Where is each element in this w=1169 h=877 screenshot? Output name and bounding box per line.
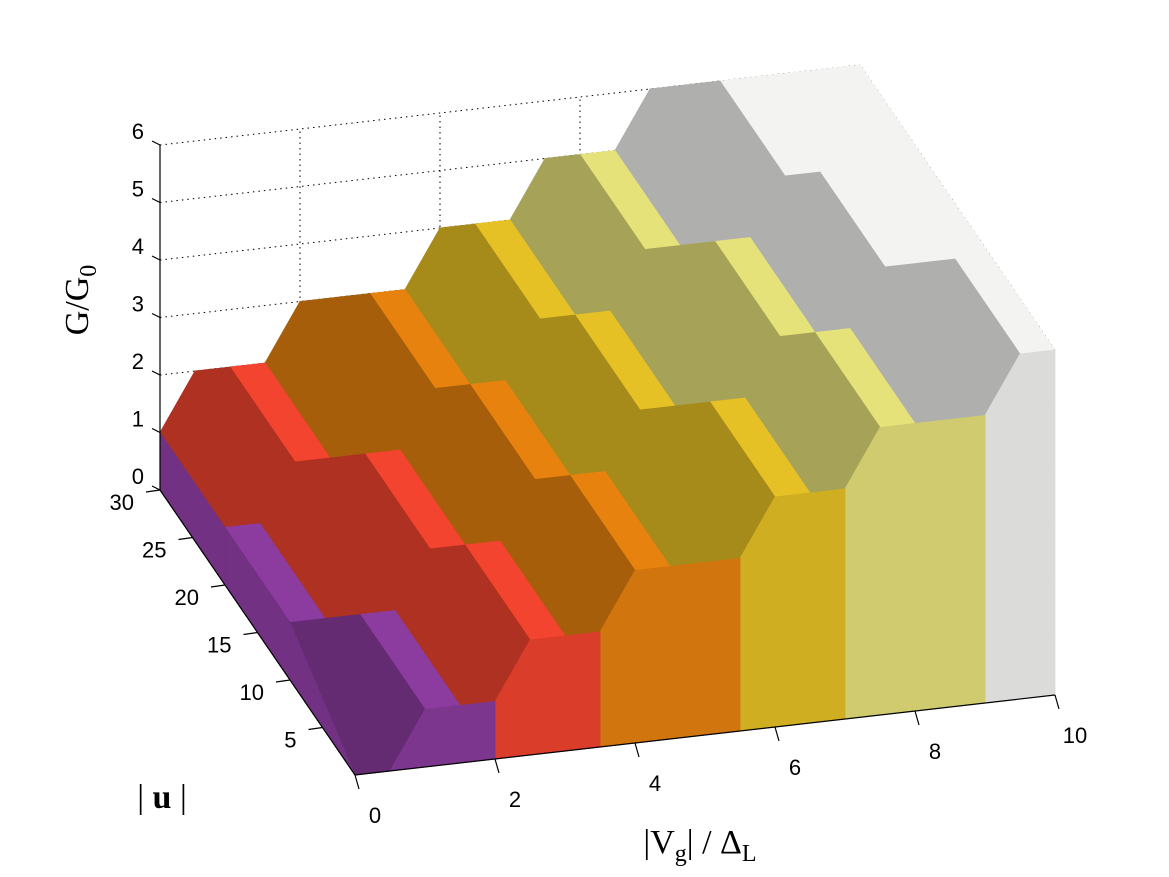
- x-tick-label: 2: [509, 787, 521, 812]
- x-tick: [494, 758, 500, 774]
- front-wall: [669, 562, 706, 740]
- front-wall: [634, 566, 671, 744]
- x-tick-label: 10: [1063, 723, 1087, 748]
- x-label-sub: L: [742, 841, 757, 867]
- z-tick: [151, 485, 161, 491]
- x-axis-label: |Vg| / ΔL: [643, 824, 756, 867]
- x-tick-label: 8: [929, 739, 941, 764]
- y-label-part: |: [137, 779, 152, 816]
- z-tick-label: 5: [132, 176, 144, 201]
- z-tick-label: 1: [132, 406, 144, 431]
- front-wall: [809, 488, 846, 724]
- front-wall: [704, 558, 741, 736]
- x-tick: [774, 726, 780, 742]
- x-label-sub: g: [675, 841, 687, 867]
- y-label-part: |: [171, 779, 186, 816]
- x-label-part: |V: [643, 824, 675, 861]
- grid-line: [159, 122, 861, 203]
- z-tick-label: 3: [132, 291, 144, 316]
- x-axis: [354, 694, 1056, 776]
- y-tick: [178, 536, 193, 541]
- y-tick: [145, 489, 161, 493]
- x-tick-label: 0: [369, 803, 381, 828]
- surface: [159, 64, 1056, 776]
- grid-line: [159, 64, 861, 146]
- y-tick: [243, 631, 258, 636]
- y-tick-label: 15: [207, 632, 231, 657]
- y-tick-label: 25: [142, 537, 166, 562]
- front-wall: [914, 419, 951, 712]
- x-tick-label: 6: [789, 755, 801, 780]
- z-tick: [151, 427, 161, 434]
- z-tick-label: 4: [132, 234, 144, 259]
- front-wall: [774, 492, 811, 728]
- front-wall: [984, 352, 1021, 704]
- z-label-part: G/G: [59, 277, 96, 336]
- x-tick: [914, 710, 920, 726]
- y-tick-label: 30: [110, 490, 134, 515]
- z-axis-label: G/G0: [59, 265, 102, 336]
- z-tick: [151, 312, 161, 319]
- front-wall: [564, 631, 601, 752]
- x-tick: [354, 774, 360, 790]
- y-tick: [275, 679, 291, 683]
- front-wall: [459, 701, 496, 764]
- x-tick: [634, 742, 640, 758]
- front-wall: [424, 705, 461, 768]
- x-label-part: | / Δ: [687, 824, 742, 861]
- front-wall: [529, 635, 566, 756]
- z-tick: [151, 370, 161, 376]
- z-tick-label: 2: [132, 349, 144, 374]
- front-wall: [1019, 349, 1056, 700]
- y-tick: [308, 726, 323, 731]
- z-label-sub: 0: [76, 265, 102, 277]
- z-tick: [151, 140, 161, 146]
- z-tick-label: 6: [132, 119, 144, 144]
- z-tick-label: 0: [132, 464, 144, 489]
- y-axis-label: | u |: [137, 779, 187, 816]
- z-tick: [151, 255, 161, 261]
- y-tick-label: 10: [240, 680, 264, 705]
- x-tick: [1054, 694, 1060, 710]
- y-tick: [210, 584, 226, 588]
- x-tick-label: 4: [649, 771, 661, 796]
- y-tick-label: 20: [175, 585, 199, 610]
- y-tick-label: 5: [284, 727, 296, 752]
- front-wall: [879, 423, 916, 716]
- y-label-part: u: [153, 779, 172, 816]
- z-tick: [151, 197, 161, 204]
- front-wall: [949, 415, 986, 708]
